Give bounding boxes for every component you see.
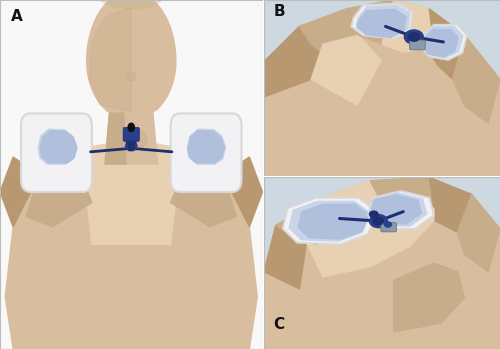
Polygon shape <box>370 177 434 220</box>
Polygon shape <box>458 194 500 272</box>
Polygon shape <box>0 157 40 227</box>
Polygon shape <box>368 191 434 229</box>
Text: B: B <box>274 5 285 20</box>
Polygon shape <box>382 0 434 53</box>
Polygon shape <box>188 131 224 163</box>
Polygon shape <box>323 181 382 225</box>
FancyBboxPatch shape <box>21 113 92 192</box>
Polygon shape <box>26 157 92 227</box>
Polygon shape <box>346 0 406 44</box>
Polygon shape <box>264 225 306 289</box>
Polygon shape <box>188 129 226 164</box>
Polygon shape <box>298 204 369 239</box>
Circle shape <box>384 222 392 227</box>
Ellipse shape <box>116 129 147 150</box>
Text: C: C <box>274 317 284 332</box>
Circle shape <box>370 215 388 228</box>
Polygon shape <box>346 53 453 141</box>
Polygon shape <box>105 105 158 164</box>
FancyBboxPatch shape <box>123 127 140 141</box>
Polygon shape <box>306 203 434 277</box>
Polygon shape <box>369 193 426 226</box>
Polygon shape <box>126 141 137 147</box>
Polygon shape <box>453 35 500 124</box>
Polygon shape <box>356 5 410 36</box>
FancyBboxPatch shape <box>170 113 242 192</box>
Polygon shape <box>429 9 464 79</box>
Circle shape <box>370 211 378 217</box>
Polygon shape <box>311 35 382 106</box>
Polygon shape <box>429 177 472 232</box>
Polygon shape <box>352 3 412 39</box>
Polygon shape <box>264 177 500 349</box>
Circle shape <box>404 30 423 44</box>
Polygon shape <box>86 0 176 112</box>
Polygon shape <box>264 27 323 97</box>
Polygon shape <box>422 29 458 57</box>
Polygon shape <box>5 157 257 349</box>
Circle shape <box>374 217 384 225</box>
Polygon shape <box>422 27 463 58</box>
Polygon shape <box>276 198 340 246</box>
FancyBboxPatch shape <box>410 40 425 50</box>
FancyBboxPatch shape <box>381 223 396 232</box>
Ellipse shape <box>126 72 136 81</box>
Polygon shape <box>126 141 136 151</box>
Polygon shape <box>79 140 184 168</box>
Polygon shape <box>170 157 236 227</box>
Polygon shape <box>40 131 77 163</box>
Polygon shape <box>283 198 378 244</box>
Polygon shape <box>89 7 131 112</box>
Ellipse shape <box>96 0 166 9</box>
Polygon shape <box>223 157 262 227</box>
Circle shape <box>128 123 134 132</box>
Polygon shape <box>420 25 467 60</box>
Polygon shape <box>394 263 464 332</box>
Circle shape <box>128 142 134 151</box>
Polygon shape <box>84 161 178 244</box>
Polygon shape <box>357 9 406 38</box>
Polygon shape <box>38 129 76 164</box>
Polygon shape <box>105 105 126 164</box>
Polygon shape <box>370 195 422 224</box>
Polygon shape <box>289 201 370 241</box>
Text: A: A <box>10 9 22 24</box>
Polygon shape <box>264 0 500 176</box>
Polygon shape <box>300 9 358 53</box>
Circle shape <box>408 33 420 41</box>
